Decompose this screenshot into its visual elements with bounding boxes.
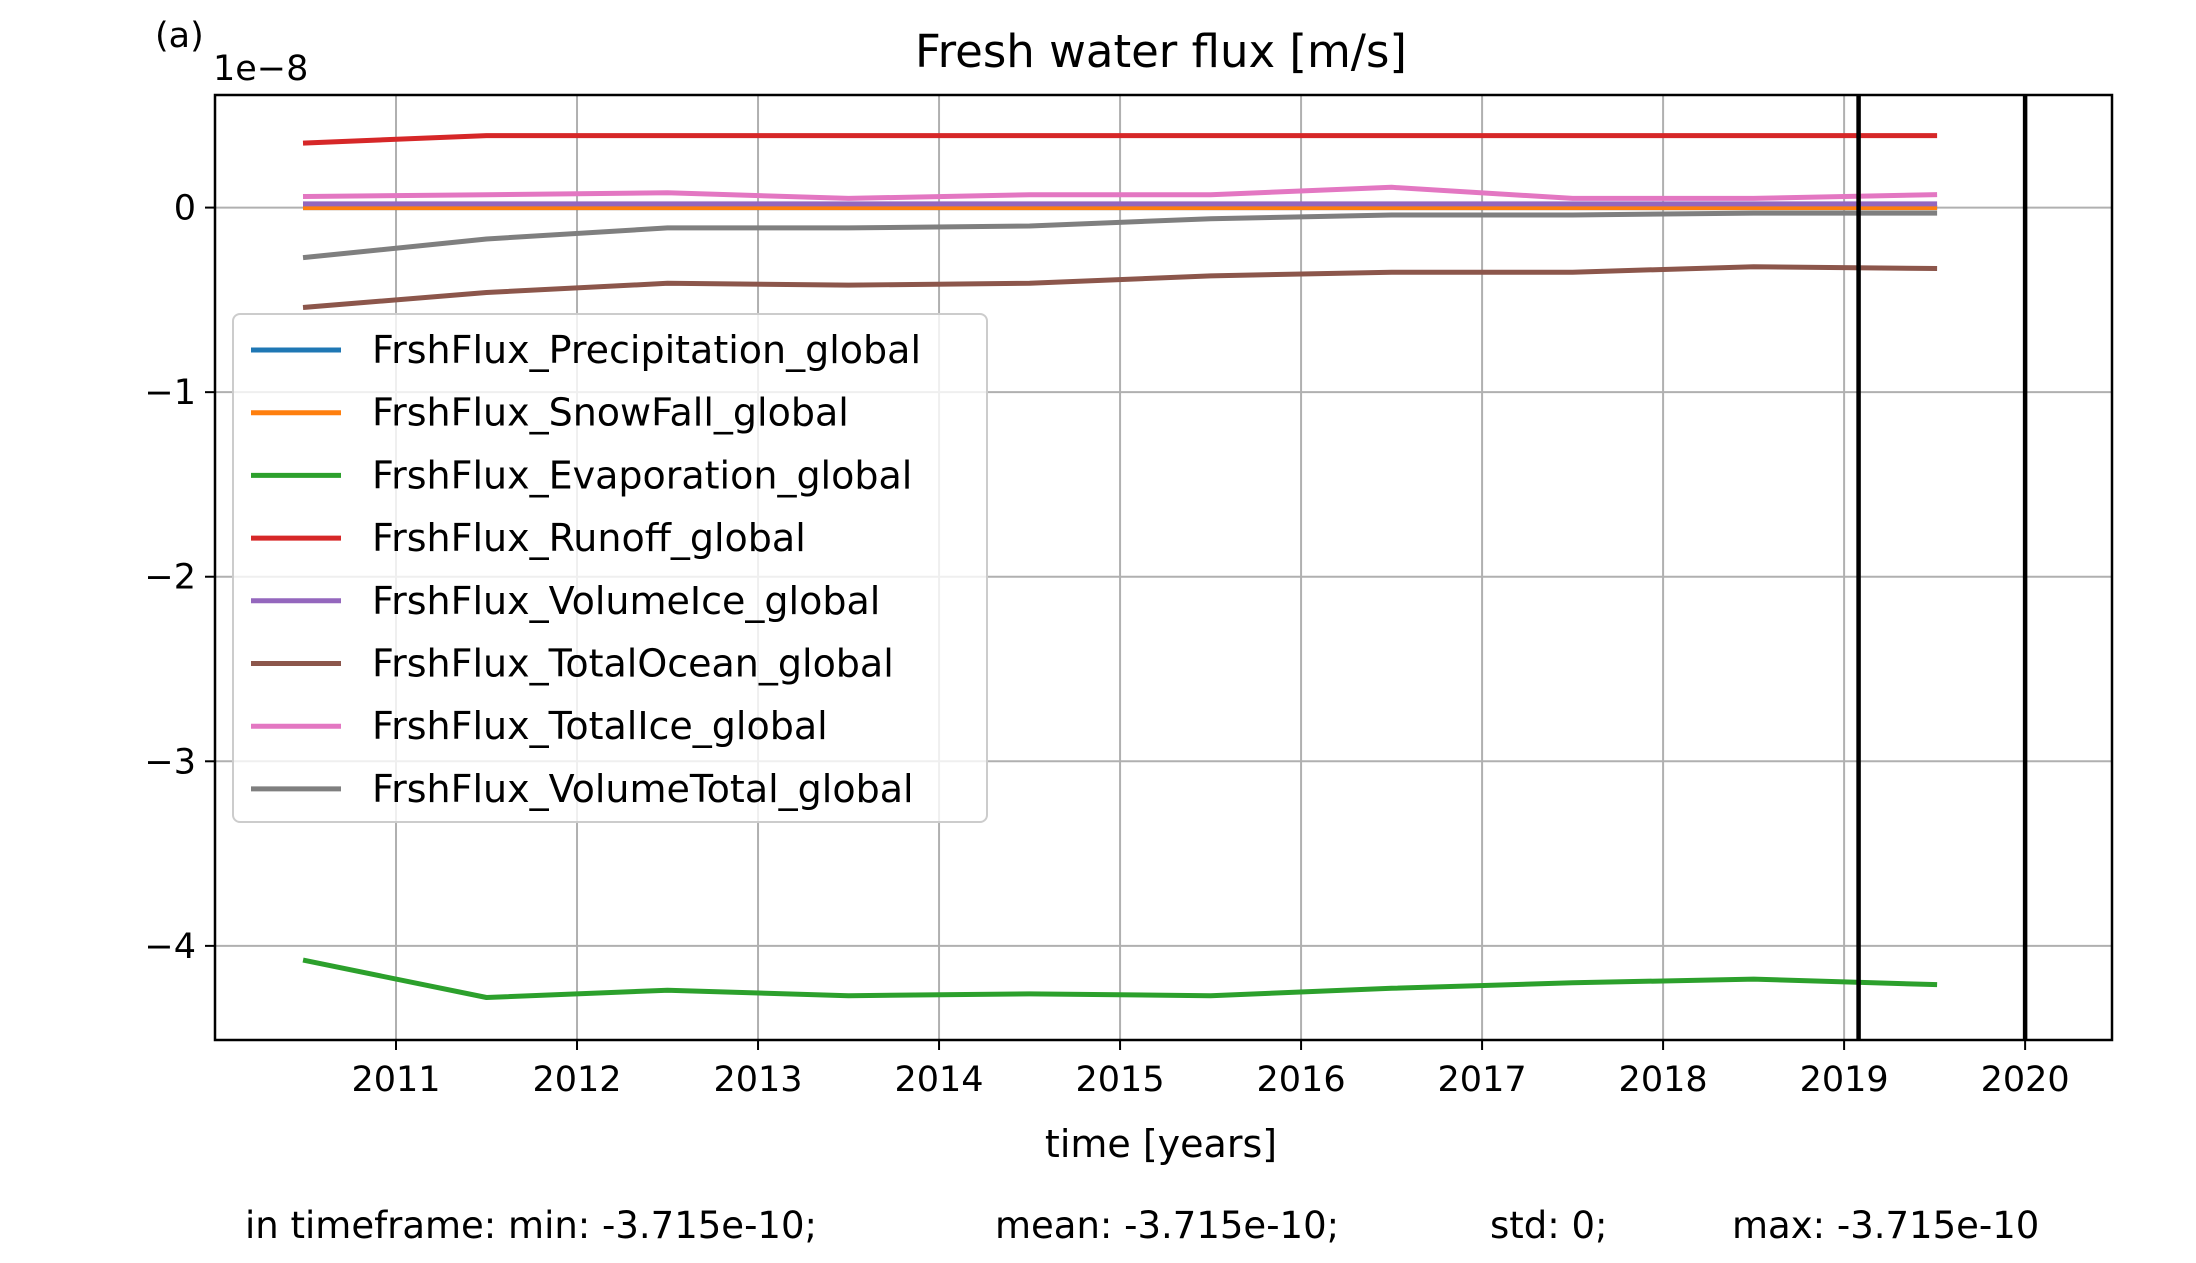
x-tick-label: 2019 (1800, 1060, 1889, 1100)
y-offset-label: 1e−8 (213, 49, 308, 89)
y-tick-label: −2 (144, 558, 196, 598)
stats-std: std: 0; (1490, 1204, 1608, 1247)
x-tick-label: 2016 (1257, 1060, 1346, 1100)
stats-min: in timeframe: min: -3.715e-10; (245, 1204, 817, 1247)
plot-frame (213, 93, 2114, 1042)
y-tick-label: 0 (174, 189, 196, 229)
x-tick-label: 2014 (895, 1060, 984, 1100)
series-line (302, 210, 1938, 261)
legend: FrshFlux_Precipitation_global FrshFlux_Sn… (232, 313, 988, 823)
series-line (302, 133, 1938, 146)
legend-label: FrshFlux_VolumeTotal_global (372, 767, 914, 811)
x-tick-label: 2020 (1981, 1060, 2070, 1100)
chart-title: Fresh water flux [m/s] (915, 25, 1407, 78)
legend-label: FrshFlux_VolumeIce_global (372, 579, 880, 623)
y-tick-label: −4 (144, 927, 196, 967)
x-tick-label: 2013 (713, 1060, 802, 1100)
series-lines (302, 133, 1938, 1000)
y-tick-label: −1 (144, 373, 196, 413)
y-tick-label: −3 (144, 742, 196, 782)
series-line (302, 264, 1938, 310)
vertical-markers (1856, 95, 2028, 1040)
legend-frame (232, 313, 988, 823)
legend-label: FrshFlux_Runoff_global (372, 516, 806, 560)
stats-line: in timeframe: min: -3.715e-10; mean: -3.… (245, 1204, 2039, 1247)
x-tick-label: 2017 (1438, 1060, 1527, 1100)
legend-items: FrshFlux_Precipitation_global FrshFlux_Sn… (251, 328, 921, 811)
x-tick-label: 2012 (532, 1060, 621, 1100)
x-axis-label: time [years] (1045, 1122, 1277, 1166)
legend-label: FrshFlux_TotalOcean_global (372, 642, 894, 686)
x-tick-label: 2015 (1076, 1060, 1165, 1100)
legend-label: FrshFlux_TotalIce_global (372, 704, 828, 748)
legend-label: FrshFlux_Evaporation_global (372, 453, 912, 497)
series-line (302, 184, 1938, 201)
x-tick-label: 2018 (1619, 1060, 1708, 1100)
axis-ticks: 2011 2012 2013 2014 2015 2016 2017 2018 2019 2020… (144, 189, 2069, 1100)
legend-label: FrshFlux_SnowFall_global (372, 391, 849, 435)
stats-max: max: -3.715e-10 (1732, 1204, 2039, 1247)
series-line (302, 957, 1938, 1000)
legend-label: FrshFlux_Precipitation_global (372, 328, 921, 372)
x-tick-label: 2011 (351, 1060, 440, 1100)
stats-mean: mean: -3.715e-10; (995, 1204, 1339, 1247)
panel-label: (a) (155, 16, 204, 56)
